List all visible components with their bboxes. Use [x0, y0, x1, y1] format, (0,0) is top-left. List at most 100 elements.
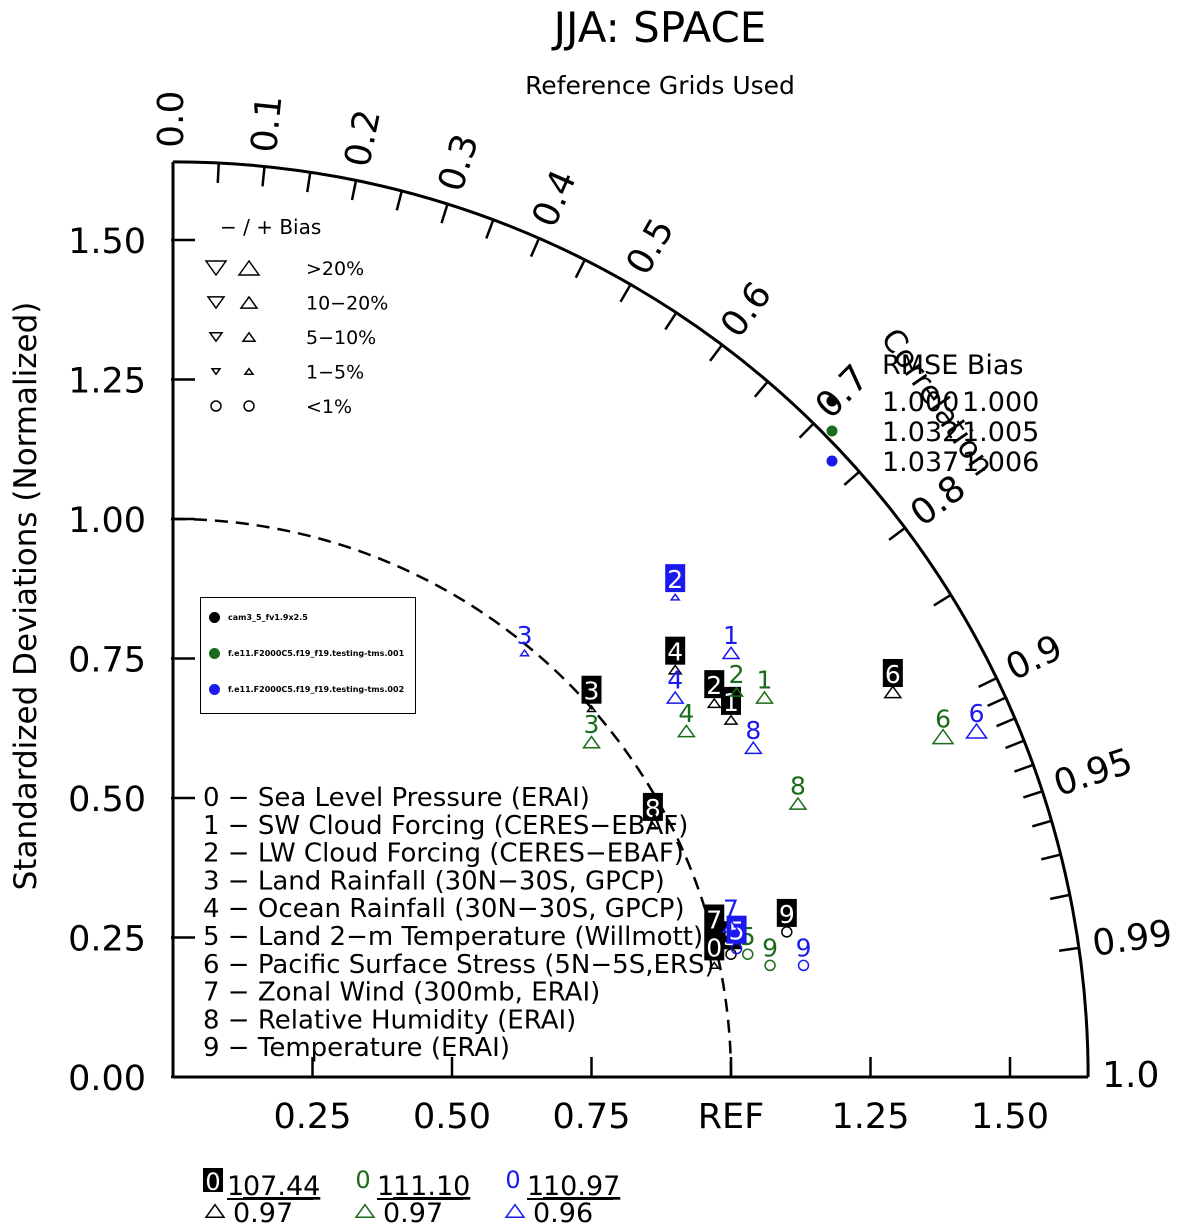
correlation-label: 0.5: [619, 212, 683, 282]
correlation-tick: [261, 166, 266, 187]
x-tick-label: 0.75: [553, 1097, 631, 1137]
correlation-tick: [1040, 853, 1061, 861]
case-list-item: 8 − Relative Humidity (ERAI): [203, 1005, 576, 1035]
summary-top-digit: 1: [227, 1171, 244, 1202]
circle-icon: [243, 400, 255, 412]
summary-footer: 0 107.440.970 111.100.970 110.970.96: [203, 1166, 620, 1227]
bias-legend-label: 10−20%: [306, 293, 388, 315]
case-list-item: 4 − Ocean Rainfall (30N−30S, GPCP): [203, 894, 685, 924]
case-list-item: 9 − Temperature (ERAI): [203, 1033, 510, 1063]
correlation-tick: [1013, 763, 1034, 773]
point-label-box: [721, 686, 741, 715]
summary-triangle-icon: [354, 1203, 376, 1219]
point-marker: [676, 724, 696, 738]
point-label: 2: [729, 660, 745, 689]
y-tick-label: 1.50: [68, 222, 146, 262]
point-label: 4: [678, 699, 694, 728]
point-label: 9: [779, 900, 795, 929]
point-marker: [665, 690, 685, 704]
summary-triangle-icon: [504, 1203, 526, 1219]
point-label-box: [882, 658, 903, 687]
correlation-tick: [987, 696, 1007, 708]
y-axis-label: Standardized Deviations (Normalized): [8, 302, 44, 891]
bias-legend-label: 1−5%: [306, 362, 364, 384]
correlation-tick: [485, 219, 495, 239]
bias-value: 1.006: [962, 447, 1039, 478]
correlation-tick: [664, 312, 678, 331]
point-label: 1: [723, 688, 739, 717]
point-marker: [755, 690, 774, 704]
x-tick-label: 0.25: [274, 1097, 352, 1137]
correlation-tick: [574, 259, 586, 279]
legend-label: f.e11.F2000C5.f19_f19.testing-tms.001: [228, 649, 405, 658]
point-label: 8: [645, 794, 661, 823]
summary-triangle-icon: [204, 1203, 226, 1219]
correlation-tick: [933, 593, 952, 607]
legend-dot-icon: [209, 684, 220, 695]
point-marker: [764, 959, 776, 972]
case-list-item: 1 − SW Cloud Forcing (CERES−EBAF): [203, 811, 688, 841]
summary-correlation: 0.97: [233, 1198, 293, 1227]
point-label: 8: [790, 772, 806, 801]
x-tick-label: 1.50: [971, 1097, 1049, 1137]
correlation-tick: [798, 422, 815, 439]
point-label: 4: [667, 666, 683, 695]
point-label: 8: [745, 716, 761, 745]
correlation-label: 0.6: [713, 275, 780, 345]
y-tick-label: 1.25: [68, 362, 146, 402]
correlation-label: 0.9: [1000, 627, 1069, 689]
correlation-label: 1.0: [1102, 1055, 1159, 1096]
legend-dot-icon: [209, 648, 220, 659]
point-marker: [586, 704, 597, 713]
point-label-box: [704, 932, 725, 961]
point-label: 3: [584, 710, 600, 739]
point-label-box: [665, 636, 686, 665]
y-tick-label: 0.00: [68, 1059, 146, 1099]
point-marker: [965, 722, 988, 739]
point-marker: [669, 593, 681, 601]
correlation-tick: [350, 180, 358, 201]
up-triangle-icon: [237, 259, 261, 276]
correlation-tick: [1005, 739, 1025, 750]
point-label: 6: [935, 705, 951, 734]
y-tick-label: 0.50: [68, 780, 146, 820]
point-label: 4: [667, 638, 683, 667]
summary-top-digit: 1: [527, 1171, 544, 1202]
correlation-tick: [1022, 790, 1043, 799]
bias-legend-label: >20%: [306, 258, 364, 280]
correlation-label: 0.99: [1090, 913, 1175, 965]
summary-number: 0: [355, 1166, 370, 1194]
point-label-box: [642, 792, 663, 821]
summary-number: 0: [505, 1166, 520, 1194]
bias-legend-header: − / + Bias: [220, 215, 321, 239]
series-dot: [826, 425, 838, 437]
legend-label: cam3_5_fv1.9x2.5: [228, 613, 308, 622]
point-marker: [582, 735, 601, 749]
point-label: 1: [723, 621, 739, 650]
down-triangle-icon: [206, 296, 226, 310]
summary-value: 07.44: [243, 1171, 320, 1202]
outer-arc: [172, 160, 1090, 1078]
point-marker: [741, 948, 754, 960]
correlation-tick: [978, 676, 998, 688]
correlation-label: 0.4: [524, 164, 584, 233]
point-label: 2: [706, 671, 722, 700]
correlation-tick: [306, 172, 312, 193]
up-triangle-icon: [243, 367, 255, 376]
correlation-tick: [1031, 819, 1052, 828]
point-marker: [743, 740, 763, 755]
down-triangle-icon: [210, 367, 222, 376]
correlation-tick: [709, 344, 724, 362]
point-label-box: [665, 564, 686, 593]
point-label: 0: [706, 933, 722, 962]
summary-value: 10.97: [543, 1171, 620, 1202]
bias-legend-label: <1%: [306, 396, 352, 418]
x-tick-label: 0.50: [413, 1097, 491, 1137]
legend-item-series-3: f.e11.F2000C5.f19_f19.testing-tms.002: [209, 684, 404, 695]
summary-top-digit: 1: [377, 1171, 394, 1202]
point-marker: [729, 686, 745, 697]
circle-icon: [210, 400, 222, 412]
point-label: 1: [757, 666, 773, 695]
point-marker: [883, 685, 903, 699]
